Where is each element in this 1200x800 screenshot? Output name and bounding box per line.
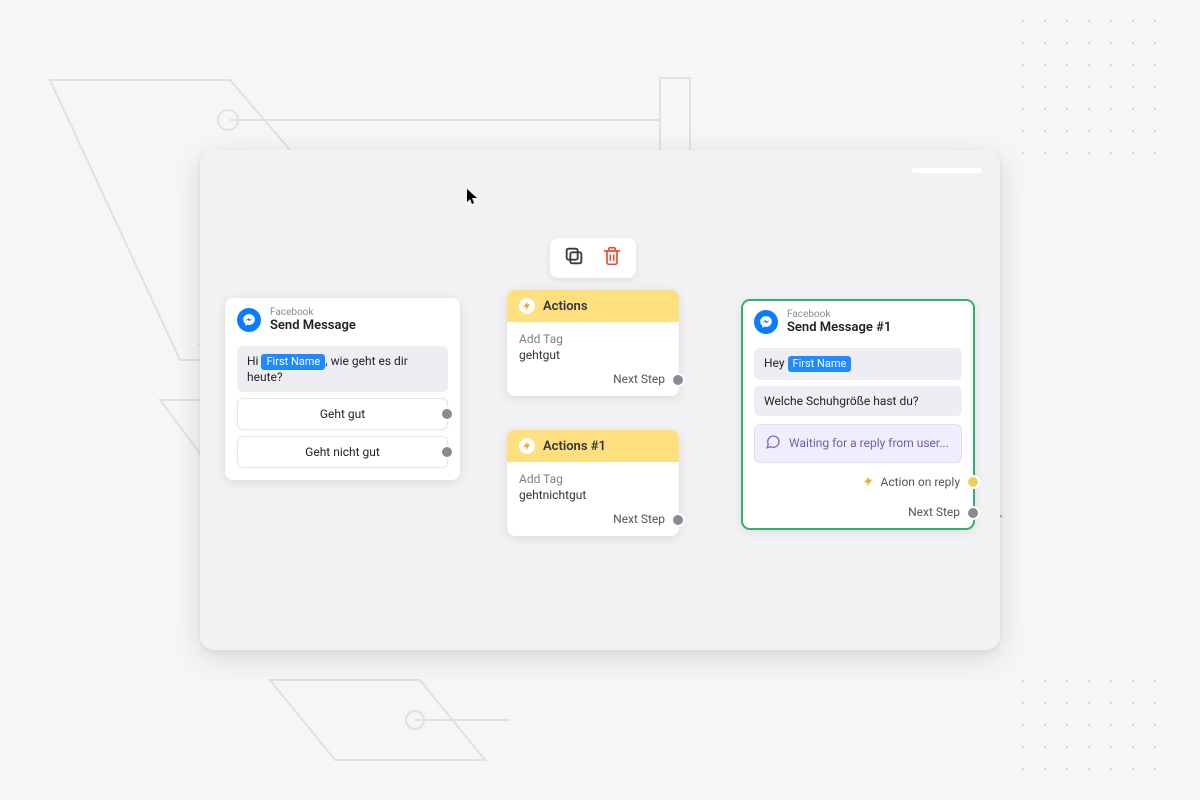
quick-reply-row: Geht nicht gut: [237, 436, 448, 468]
node-header: Facebook Send Message: [225, 298, 460, 340]
output-port[interactable]: [442, 409, 452, 419]
actions-title: Actions #1: [543, 439, 606, 454]
message-bubble[interactable]: Hey First Name: [754, 348, 962, 380]
delete-button[interactable]: [600, 246, 624, 270]
variable-token-first-name[interactable]: First Name: [788, 356, 852, 372]
message-text-pre: Hey: [764, 356, 788, 370]
message-bubble[interactable]: Hi First Name, wie geht es dir heute?: [237, 346, 448, 392]
action-value: gehtnichtgut: [519, 488, 667, 502]
bolt-icon: [519, 298, 535, 314]
output-port[interactable]: [442, 447, 452, 457]
quick-reply-geht-nicht-gut[interactable]: Geht nicht gut: [237, 436, 448, 468]
platform-label: Facebook: [270, 307, 356, 318]
node-header: Facebook Send Message #1: [742, 300, 974, 342]
waiting-text: Waiting for a reply from user...: [789, 436, 949, 450]
messenger-icon: [754, 310, 778, 334]
next-step[interactable]: Next Step: [507, 364, 679, 396]
action-on-reply[interactable]: Action on reply: [742, 471, 974, 493]
quick-reply-row: Geht gut: [237, 398, 448, 430]
platform-label: Facebook: [787, 309, 891, 320]
bolt-icon: [519, 438, 535, 454]
actions-title: Actions: [543, 299, 588, 314]
messenger-icon: [237, 308, 261, 332]
node-title: Send Message: [270, 318, 356, 334]
window-drag-handle[interactable]: [912, 168, 982, 173]
next-step[interactable]: Next Step: [507, 504, 679, 536]
copy-icon: [563, 245, 585, 271]
node-actions-1[interactable]: Actions #1 Add Tag gehtnichtgut Next Ste…: [507, 430, 679, 536]
variable-token-first-name[interactable]: First Name: [261, 354, 325, 370]
waiting-for-reply[interactable]: Waiting for a reply from user...: [754, 424, 962, 463]
quick-reply-geht-gut[interactable]: Geht gut: [237, 398, 448, 430]
action-on-reply-label: Action on reply: [881, 475, 961, 489]
copy-button[interactable]: [562, 246, 586, 270]
next-step[interactable]: Next Step: [742, 497, 974, 529]
action-value: gehtgut: [519, 348, 667, 362]
node-send-message[interactable]: Facebook Send Message Hi First Name, wie…: [225, 298, 460, 480]
node-actions[interactable]: Actions Add Tag gehtgut Next Step: [507, 290, 679, 396]
actions-header: Actions: [507, 290, 679, 322]
actions-header: Actions #1: [507, 430, 679, 462]
output-port[interactable]: [968, 508, 978, 518]
message-bubble[interactable]: Welche Schuhgröße hast du?: [754, 386, 962, 416]
node-send-message-1[interactable]: Facebook Send Message #1 Hey First Name …: [742, 300, 974, 529]
next-step-label: Next Step: [613, 512, 665, 526]
mouse-cursor-icon: [467, 189, 479, 205]
output-port[interactable]: [673, 515, 683, 525]
bolt-icon: [862, 475, 875, 488]
output-port[interactable]: [673, 375, 683, 385]
node-toolbar: [550, 238, 636, 278]
action-label: Add Tag: [519, 332, 667, 346]
next-step-label: Next Step: [908, 505, 960, 519]
output-port[interactable]: [968, 477, 978, 487]
message-text-pre: Hi: [247, 354, 261, 368]
chat-icon: [765, 434, 781, 453]
next-step-label: Next Step: [613, 372, 665, 386]
trash-icon: [602, 245, 622, 271]
action-label: Add Tag: [519, 472, 667, 486]
node-title: Send Message #1: [787, 320, 891, 336]
